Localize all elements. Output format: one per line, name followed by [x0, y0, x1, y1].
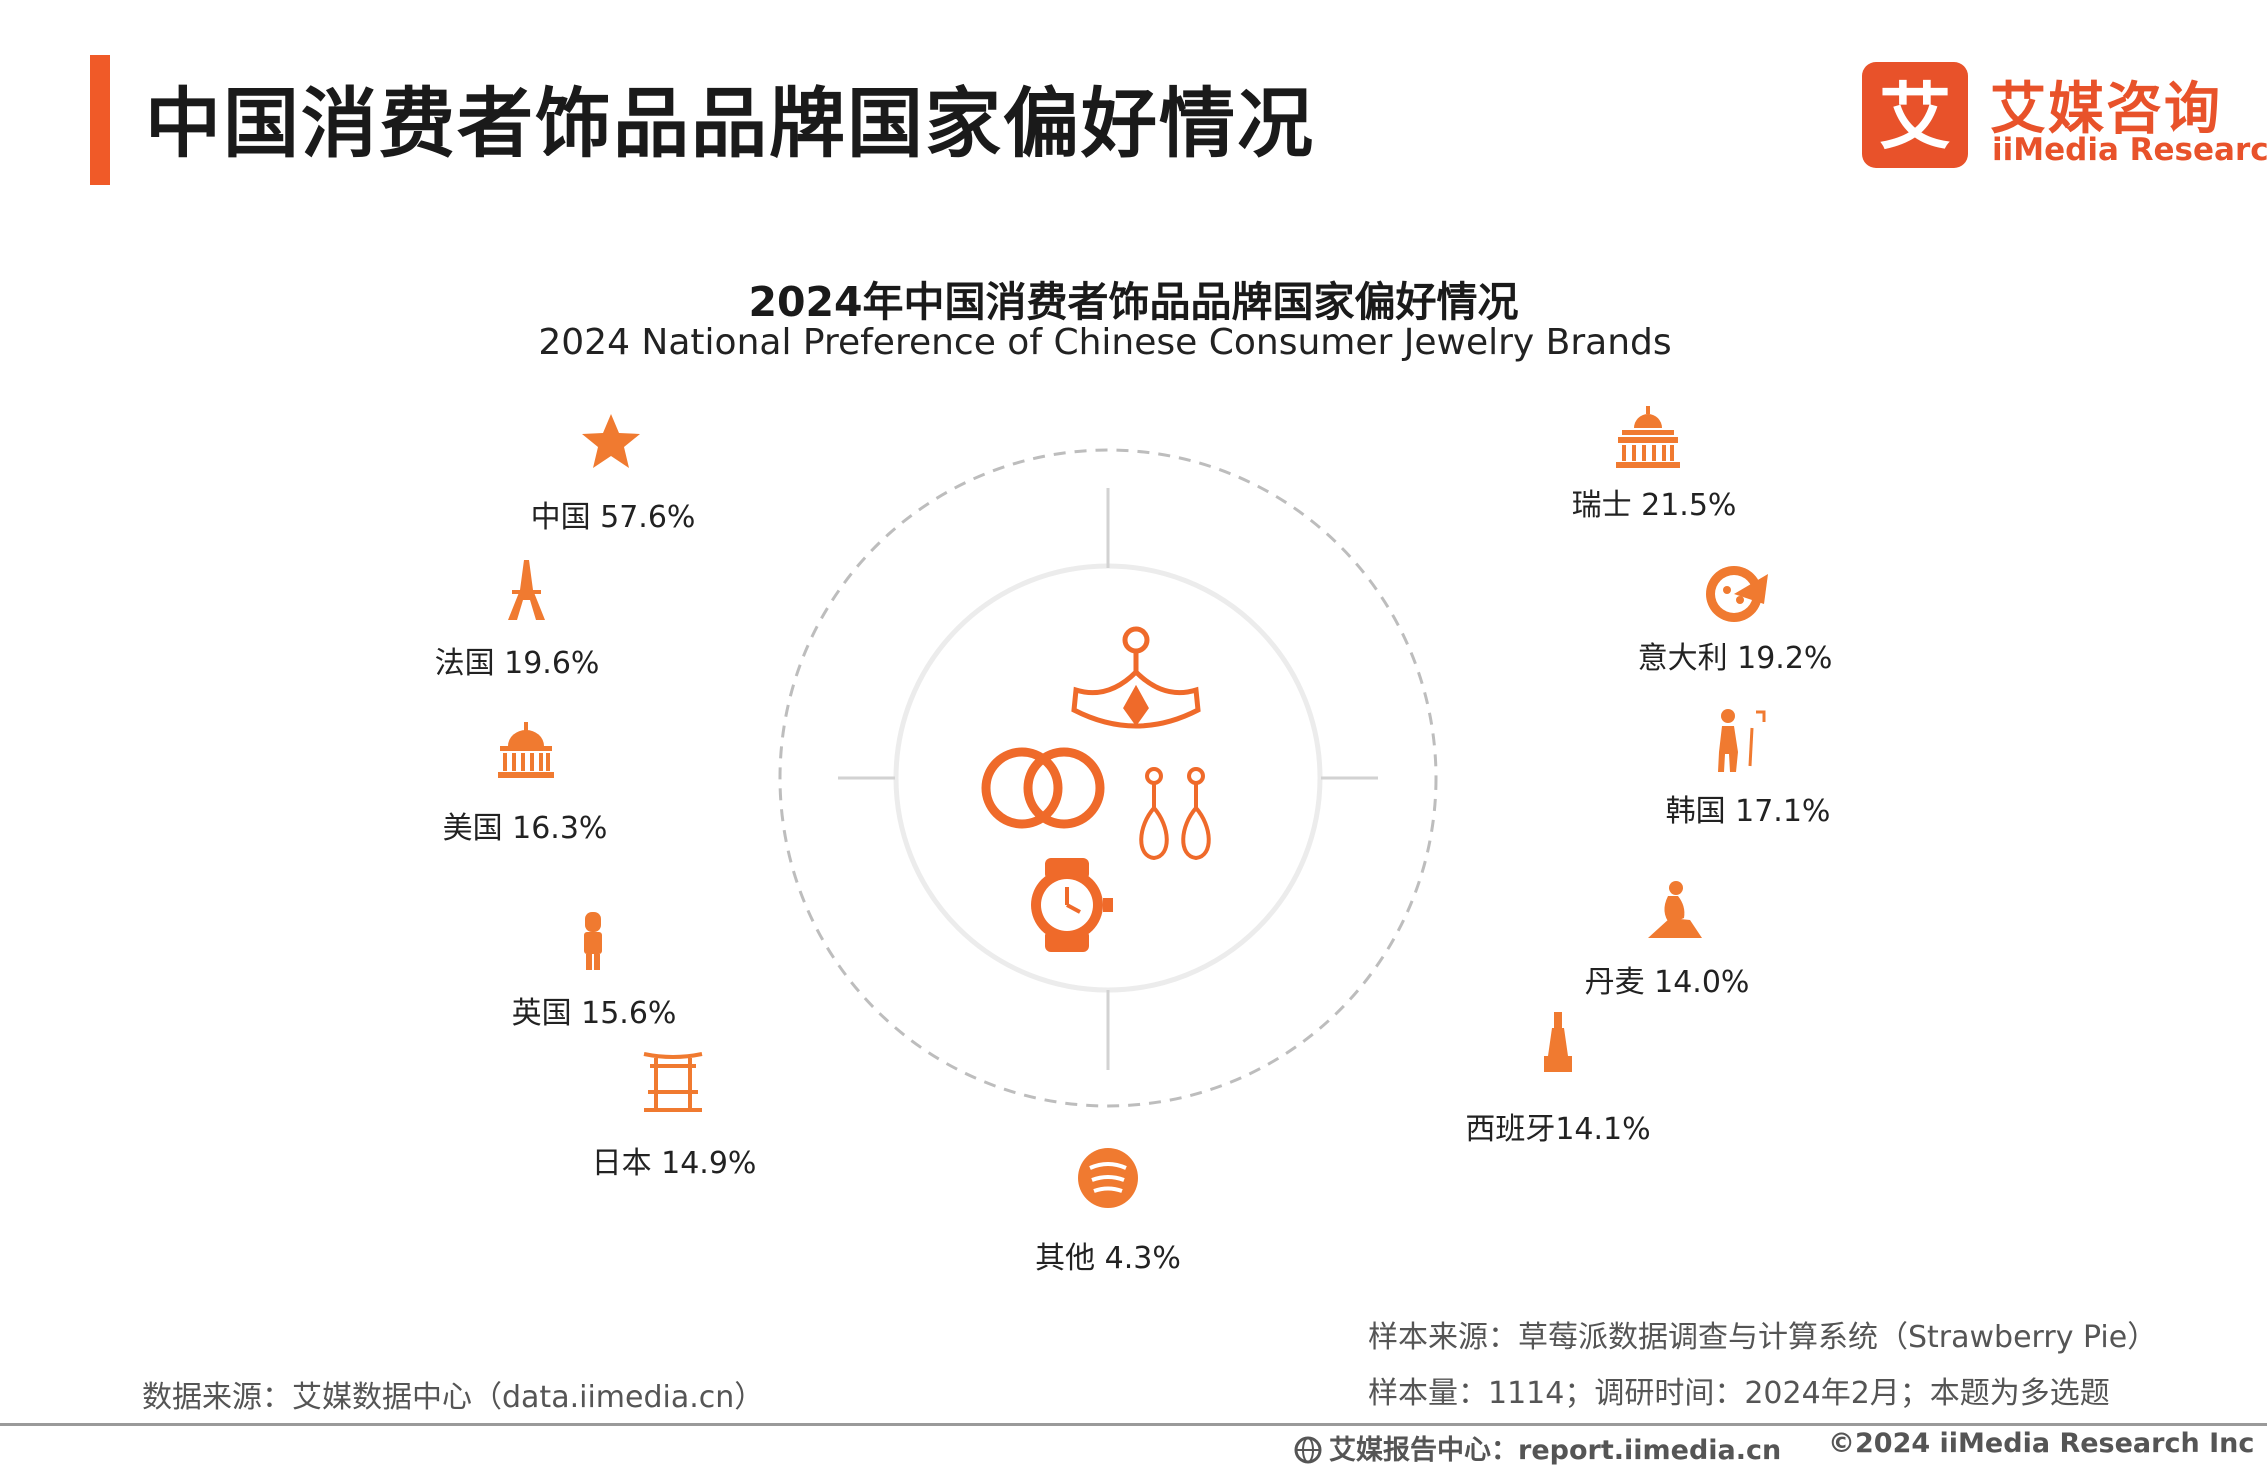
center-decoration: [778, 448, 1438, 1108]
label-italy: 意大利 19.2%: [1638, 641, 1833, 676]
label-uk: 英国 15.6%: [512, 996, 677, 1031]
label-spain: 西班牙14.1%: [1465, 1112, 1650, 1147]
logo-mark: 艾: [1862, 62, 1968, 168]
sample-info: 样本量：1114；调研时间：2024年2月；本题为多选题: [1368, 1376, 2110, 1411]
globe-icon: [1294, 1436, 1322, 1464]
eiffel-tower-icon: [508, 560, 545, 620]
logo-name-cn: 艾媒咨询: [1990, 77, 2222, 142]
rings-icon: [981, 747, 1105, 829]
earrings-icon: [1139, 767, 1211, 861]
data-source: 数据来源：艾媒数据中心（data.iimedia.cn）: [142, 1380, 765, 1415]
parliament-icon: [1616, 406, 1680, 468]
crown-icon: [1071, 626, 1201, 729]
footer-site: 艾媒报告中心：report.iimedia.cn: [1293, 1428, 1781, 1467]
inner-circle: [893, 563, 1323, 993]
title-accent-bar: [90, 55, 110, 185]
chart-subtitle: 2024 National Preference of Chinese Cons…: [538, 322, 1672, 363]
star-icon: [582, 414, 640, 468]
label-usa: 美国 16.3%: [443, 811, 608, 846]
capitol-icon: [498, 722, 554, 778]
logo-name-en: iiMedia Research: [1992, 132, 2267, 168]
footer-divider: [0, 1423, 2267, 1426]
page-title: 中国消费者饰品品牌国家偏好情况: [145, 79, 1315, 168]
label-other: 其他 4.3%: [1035, 1241, 1181, 1276]
footer-site-text: 艾媒报告中心：report.iimedia.cn: [1329, 1435, 1782, 1466]
little-mermaid-icon: [1648, 881, 1702, 938]
footer-copyright: ©2024 iiMedia Research Inc: [1828, 1428, 2255, 1459]
chart-title: 2024年中国消费者饰品品牌国家偏好情况: [748, 278, 1519, 326]
other-icon: [1078, 1148, 1138, 1208]
label-switzerland: 瑞士 21.5%: [1572, 488, 1737, 523]
label-korea: 韩国 17.1%: [1666, 794, 1831, 829]
label-japan: 日本 14.9%: [592, 1146, 757, 1181]
outer-dashed-circle: [778, 448, 1438, 1108]
watch-icon: [1031, 858, 1113, 952]
dancer-icon: [1718, 709, 1766, 772]
sample-source: 样本来源：草莓派数据调查与计算系统（Strawberry Pie）: [1368, 1320, 2158, 1355]
royal-guard-icon: [584, 912, 602, 970]
logo-mark-icon: 艾: [1879, 75, 1951, 159]
logo-mark-glyph: 艾: [1879, 75, 1951, 159]
torii-gate-icon: [643, 1052, 703, 1112]
label-france: 法国 19.6%: [435, 646, 600, 681]
pizza-icon: [1706, 566, 1768, 622]
statue-icon: [1544, 1012, 1572, 1072]
label-china: 中国 57.6%: [531, 500, 696, 535]
iimedia-logo: 艾 艾媒咨询 iiMedia Research: [1862, 62, 2267, 172]
label-denmark: 丹麦 14.0%: [1585, 965, 1750, 1000]
country-labels: 中国 57.6% 法国 19.6% 美国 16.3% 英国 15.6% 日本 1…: [435, 488, 1833, 1276]
